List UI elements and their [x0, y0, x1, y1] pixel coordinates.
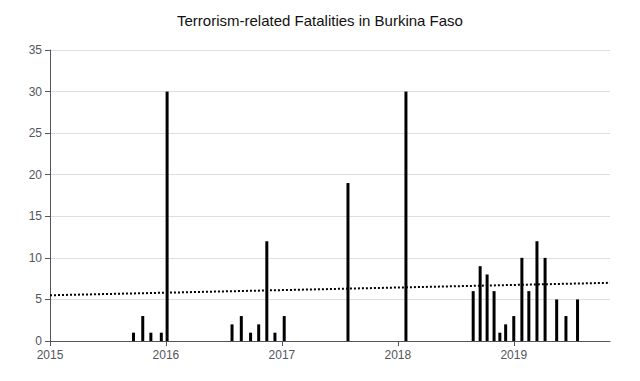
svg-text:5: 5	[35, 292, 42, 306]
svg-text:2016: 2016	[153, 348, 180, 362]
svg-text:35: 35	[29, 43, 43, 57]
svg-text:25: 25	[29, 126, 43, 140]
svg-text:10: 10	[29, 251, 43, 265]
svg-text:0: 0	[35, 334, 42, 348]
svg-text:2019: 2019	[500, 348, 527, 362]
svg-text:20: 20	[29, 168, 43, 182]
svg-text:30: 30	[29, 85, 43, 99]
svg-text:2018: 2018	[384, 348, 411, 362]
svg-text:2015: 2015	[37, 348, 64, 362]
svg-text:2017: 2017	[269, 348, 296, 362]
svg-text:15: 15	[29, 209, 43, 223]
svg-text:Terrorism-related Fatalities i: Terrorism-related Fatalities in Burkina …	[177, 12, 463, 29]
